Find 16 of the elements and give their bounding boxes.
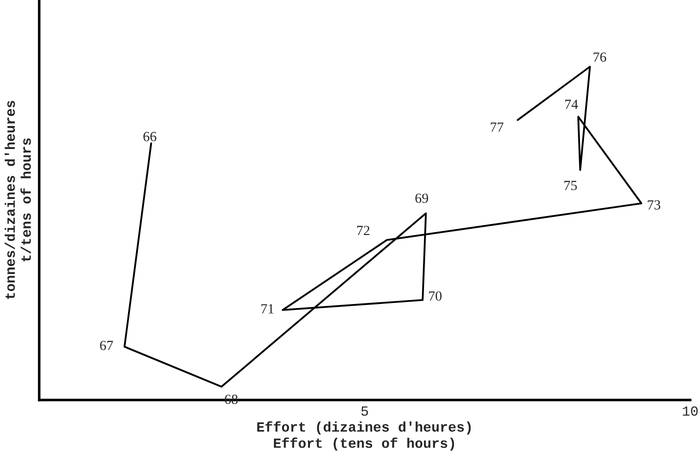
annotation: 72 xyxy=(357,226,370,236)
annotation: 67 xyxy=(100,340,113,350)
annotation: 68 xyxy=(224,394,238,404)
annotation: 70 xyxy=(429,291,442,301)
annotation: 74 xyxy=(565,100,578,109)
annotation: 66 xyxy=(143,132,156,142)
y-axis-title: tonnes/dizaines d'heures t/tens of hours xyxy=(4,100,31,299)
annotation: 75 xyxy=(564,180,577,190)
annotation: 69 xyxy=(415,194,428,203)
annotation: 73 xyxy=(648,200,660,210)
annotation: 76 xyxy=(594,52,606,62)
annotation: 71 xyxy=(261,304,274,314)
x-tick-label: 5 xyxy=(361,406,368,416)
x-tick-label: 10 xyxy=(682,406,698,416)
annotation: 77 xyxy=(490,122,504,132)
x-axis-title: Effort (dizaines d'heures) Effort (tens of hours) xyxy=(257,421,471,451)
